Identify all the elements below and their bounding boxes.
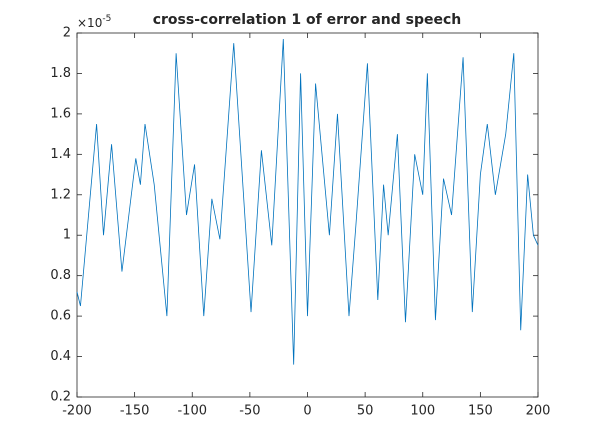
x-tick-label: -200 [62, 404, 92, 419]
y-multiplier-exponent: -5 [102, 14, 111, 24]
y-tick-label: 0.6 [50, 309, 71, 324]
x-tick-label: 50 [357, 404, 374, 419]
y-tick-label: 1.8 [50, 66, 71, 81]
x-tick-label: -50 [239, 404, 260, 419]
data-line [76, 39, 539, 365]
plot-area [76, 32, 539, 398]
y-tick-label: 0.2 [50, 390, 71, 405]
y-multiplier: ×10-5 [77, 14, 111, 30]
x-tick-label: 150 [468, 404, 493, 419]
y-tick-label: 1 [63, 228, 71, 243]
y-tick-label: 1.2 [50, 187, 71, 202]
x-tick-label: 200 [526, 404, 551, 419]
y-tick-label: 0.8 [50, 268, 71, 283]
x-tick-label: -100 [177, 404, 207, 419]
x-tick-label: -150 [120, 404, 150, 419]
y-tick-label: 0.4 [50, 349, 71, 364]
x-tick-label: 100 [410, 404, 435, 419]
y-tick-label: 2 [63, 26, 71, 41]
chart-title: cross-correlation 1 of error and speech [153, 12, 462, 28]
y-multiplier-base: ×10 [77, 16, 102, 30]
y-tick-label: 1.6 [50, 106, 71, 121]
x-tick-label: 0 [303, 404, 311, 419]
y-tick-label: 1.4 [50, 147, 71, 162]
